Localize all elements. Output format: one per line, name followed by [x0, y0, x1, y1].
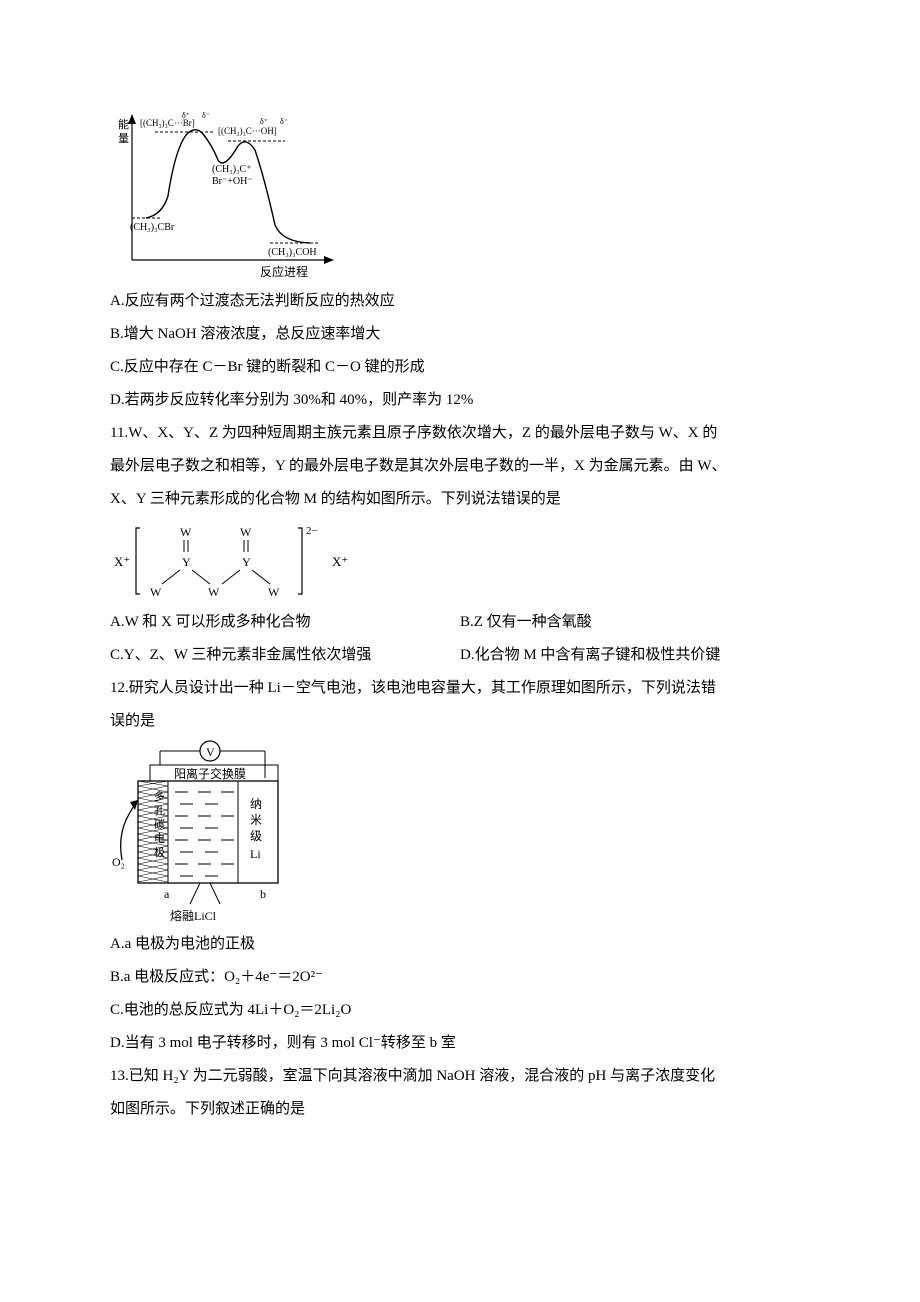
- q11-structure-diagram: X⁺ 2− X⁺ W W Y Y W W W: [110, 516, 370, 606]
- q12-opt-b: B.a 电极反应式：O₂＋4e⁻＝2O²⁻: [110, 961, 810, 994]
- peak2-delta-minus: δ⁻: [280, 117, 288, 126]
- q10-opt-a: A.反应有两个过渡态无法判断反应的热效应: [110, 285, 810, 318]
- x-plus-right: X⁺: [332, 554, 348, 569]
- q13-stem-line1: 13.已知 H₂Y 为二元弱酸，室温下向其溶液中滴加 NaOH 溶液，混合液的 …: [110, 1060, 810, 1093]
- q12-opt-c: C.电池的总反应式为 4Li＋O₂＝2Li₂O: [110, 994, 810, 1027]
- q10-opt-b: B.增大 NaOH 溶液浓度，总反应速率增大: [110, 318, 810, 351]
- y-axis-char2: 量: [118, 132, 129, 145]
- mid-compound2: Br⁻+OH⁻: [212, 176, 253, 187]
- membrane-label: 阳离子交换膜: [174, 766, 246, 781]
- svg-text:多: 多: [154, 789, 165, 803]
- q11-stem-line3: X、Y 三种元素形成的化合物 M 的结构如图所示。下列说法错误的是: [110, 483, 810, 516]
- svg-text:极: 极: [154, 845, 165, 859]
- end-compound: (CH₃)₃COH: [268, 247, 317, 258]
- svg-text:碳: 碳: [154, 817, 165, 831]
- b-label: b: [260, 887, 266, 901]
- charge-label: 2−: [306, 525, 318, 537]
- svg-text:W: W: [240, 525, 252, 539]
- q11-opt-a: A.W 和 X 可以形成多种化合物: [110, 606, 460, 639]
- q11-opt-c: C.Y、Z、W 三种元素非金属性依次增强: [110, 639, 460, 672]
- a-label: a: [164, 887, 170, 901]
- svg-text:Y: Y: [182, 555, 191, 569]
- svg-text:W: W: [268, 585, 280, 599]
- mid-compound1: (CH₃)₃C⁺: [212, 164, 251, 175]
- peak1-delta-plus: δ⁺: [182, 111, 190, 120]
- q12-battery-diagram: V 阳离子交换膜 多 孔 碳 电 极: [110, 738, 310, 928]
- svg-text:纳: 纳: [250, 797, 262, 811]
- q12-opt-d: D.当有 3 mol 电子转移时，则有 3 mol Cl⁻转移至 b 室: [110, 1027, 810, 1060]
- o2-label: O₂: [112, 855, 125, 869]
- svg-text:Li: Li: [250, 847, 261, 861]
- q13-stem-line2: 如图所示。下列叙述正确的是: [110, 1093, 810, 1126]
- q10-opt-c: C.反应中存在 C－Br 键的断裂和 C－O 键的形成: [110, 351, 810, 384]
- q12-stem-line2: 误的是: [110, 705, 810, 738]
- q11-opt-b: B.Z 仅有一种含氧酸: [460, 606, 810, 639]
- svg-text:Y: Y: [242, 555, 251, 569]
- svg-text:W: W: [208, 585, 220, 599]
- svg-text:W: W: [150, 585, 162, 599]
- svg-text:W: W: [180, 525, 192, 539]
- svg-text:孔: 孔: [154, 804, 165, 817]
- v-label: V: [206, 745, 215, 759]
- q11-opt-d: D.化合物 M 中含有离子键和极性共价键: [460, 639, 810, 672]
- peak2-label: [(CH₃)₃C···OH]: [218, 126, 277, 136]
- y-axis-char1: 能: [118, 117, 129, 131]
- q11-stem-line2: 最外层电子数之和相等，Y 的最外层电子数是其次外层电子数的一半，X 为金属元素。…: [110, 450, 810, 483]
- x-axis-label: 反应进程: [260, 264, 308, 279]
- start-compound: (CH₃)₃CBr: [130, 222, 175, 233]
- q10-energy-diagram: 能 量 反应进程 (CH₃)₃CBr [(CH₃)₃C···Br] δ⁺ δ⁻ …: [110, 110, 340, 285]
- licl-melt: [175, 792, 234, 876]
- svg-text:电: 电: [154, 832, 165, 845]
- q11-stem-line1: 11.W、X、Y、Z 为四种短周期主族元素且原子序数依次增大，Z 的最外层电子数…: [110, 417, 810, 450]
- peak2-delta-plus: δ⁺: [260, 117, 268, 126]
- svg-text:米: 米: [250, 813, 262, 827]
- svg-text:级: 级: [250, 829, 262, 843]
- x-plus-left: X⁺: [114, 554, 130, 569]
- q12-opt-a: A.a 电极为电池的正极: [110, 928, 810, 961]
- q12-stem-line1: 12.研究人员设计出一种 Li－空气电池，该电池电容量大，其工作原理如图所示，下…: [110, 672, 810, 705]
- peak1-delta-minus: δ⁻: [202, 111, 210, 120]
- q10-opt-d: D.若两步反应转化率分别为 30%和 40%，则产率为 12%: [110, 384, 810, 417]
- bottom-label: 熔融LiCl: [170, 908, 217, 923]
